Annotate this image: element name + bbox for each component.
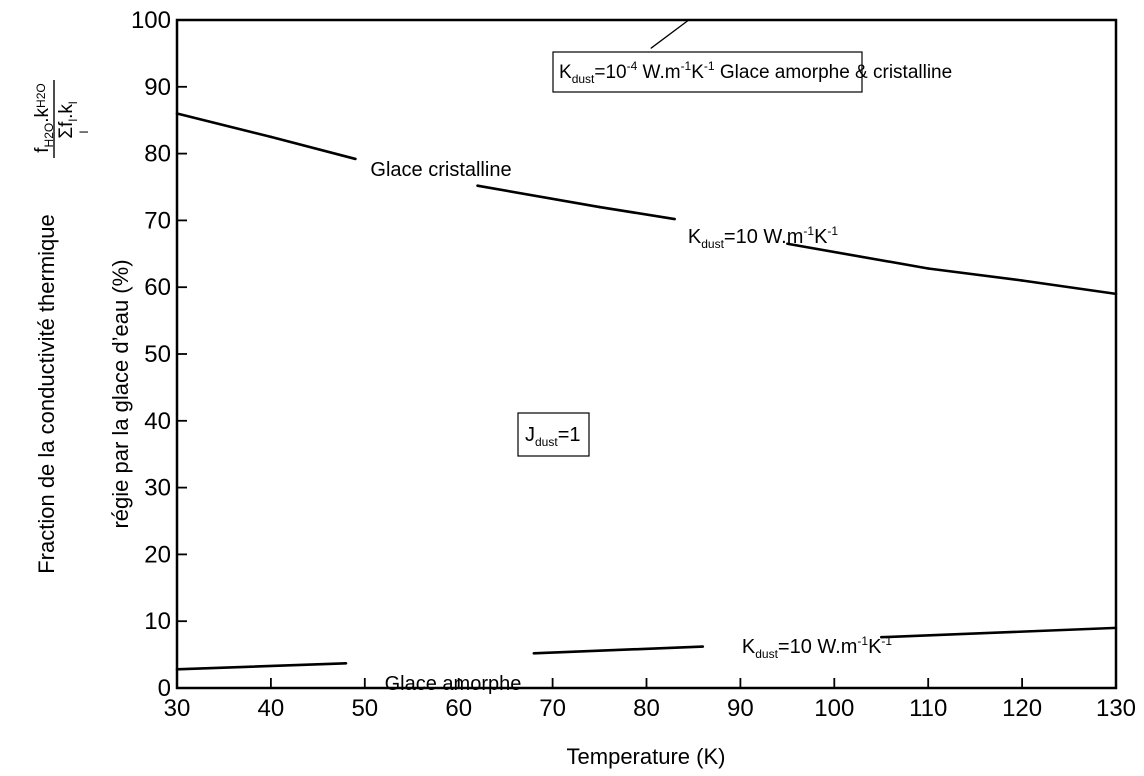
label-kdust-amorphous: Kdust=10 W.m-1K-1 bbox=[742, 634, 893, 661]
y-tick-label: 0 bbox=[158, 675, 171, 702]
y-tick-label: 30 bbox=[144, 475, 171, 502]
series-line-amorphous_k10 bbox=[175, 661, 348, 671]
label-kdust-crystalline: Kdust=10 W.m-1K-1 bbox=[688, 224, 839, 251]
y-axis-label-line1: Fraction de la conductivité thermique bbox=[34, 214, 59, 574]
series-line-amorphous_k10 bbox=[879, 626, 1118, 639]
y-tick-label: 40 bbox=[144, 408, 171, 435]
label-kdust-top: Kdust=10-4 W.m-1K-1 Glace amorphe & cris… bbox=[559, 59, 952, 86]
x-tick-label: 130 bbox=[1096, 695, 1136, 722]
series-line-crystalline_k10 bbox=[1020, 279, 1118, 296]
x-tick-label: 30 bbox=[164, 695, 191, 722]
series-line-crystalline_k10 bbox=[269, 135, 357, 161]
kdust-top-box bbox=[552, 51, 863, 93]
y-tick-label: 100 bbox=[131, 7, 171, 34]
label-glace-amorphe: Glace amorphe bbox=[385, 673, 522, 695]
y-tick-label: 50 bbox=[144, 341, 171, 368]
x-tick-label: 60 bbox=[445, 695, 472, 722]
x-axis-label: Temperature (K) bbox=[567, 744, 726, 769]
fraction-denominator: Σfl.kl bbox=[56, 101, 80, 138]
y-axis-ticks: 0 10 20 30 40 50 60 70 80 90 100 bbox=[131, 7, 187, 702]
series-line-crystalline_k10 bbox=[476, 184, 601, 209]
x-tick-label: 100 bbox=[814, 695, 854, 722]
series-line-crystalline_k10 bbox=[598, 205, 676, 221]
y-tick-label: 10 bbox=[144, 608, 171, 635]
y-tick-label: 20 bbox=[144, 541, 171, 568]
x-tick-label: 50 bbox=[351, 695, 378, 722]
y-tick-label: 70 bbox=[144, 207, 171, 234]
x-tick-label: 90 bbox=[727, 695, 754, 722]
y-tick-label: 90 bbox=[144, 74, 171, 101]
series-line-crystalline_k10 bbox=[926, 267, 1024, 282]
y-axis-label-line2: régie par la glace d’eau (%) bbox=[108, 259, 133, 528]
series-line-both_k1e-4 bbox=[650, 19, 690, 49]
x-tick-label: 120 bbox=[1002, 695, 1042, 722]
label-jdust: Jdust=1 bbox=[525, 424, 581, 449]
jdust-box bbox=[517, 412, 590, 457]
x-tick-label: 70 bbox=[539, 695, 566, 722]
series-line-crystalline_k10 bbox=[175, 112, 273, 139]
x-tick-label: 80 bbox=[633, 695, 660, 722]
y-tick-label: 80 bbox=[144, 141, 171, 168]
y-axis-label: Fraction de la conductivité thermique ré… bbox=[32, 80, 133, 574]
series-group bbox=[175, 19, 1118, 671]
x-tick-label: 110 bbox=[909, 695, 947, 722]
x-tick-label: 40 bbox=[258, 695, 285, 722]
series-line-crystalline_k10 bbox=[786, 242, 930, 270]
fraction-sum-index: l bbox=[77, 131, 91, 134]
fraction-numerator: fH2O.kH2O bbox=[32, 83, 56, 152]
y-axis-fraction: fH2O.kH2O Σfl.kl l bbox=[32, 80, 91, 158]
y-tick-label: 60 bbox=[144, 274, 171, 301]
label-glace-cristalline: Glace cristalline bbox=[370, 159, 511, 181]
plot-frame bbox=[175, 18, 1118, 690]
series-line-amorphous_k10 bbox=[532, 645, 705, 655]
x-axis-ticks: 30 40 50 60 70 80 90 100 110 120 130 bbox=[164, 678, 1136, 722]
